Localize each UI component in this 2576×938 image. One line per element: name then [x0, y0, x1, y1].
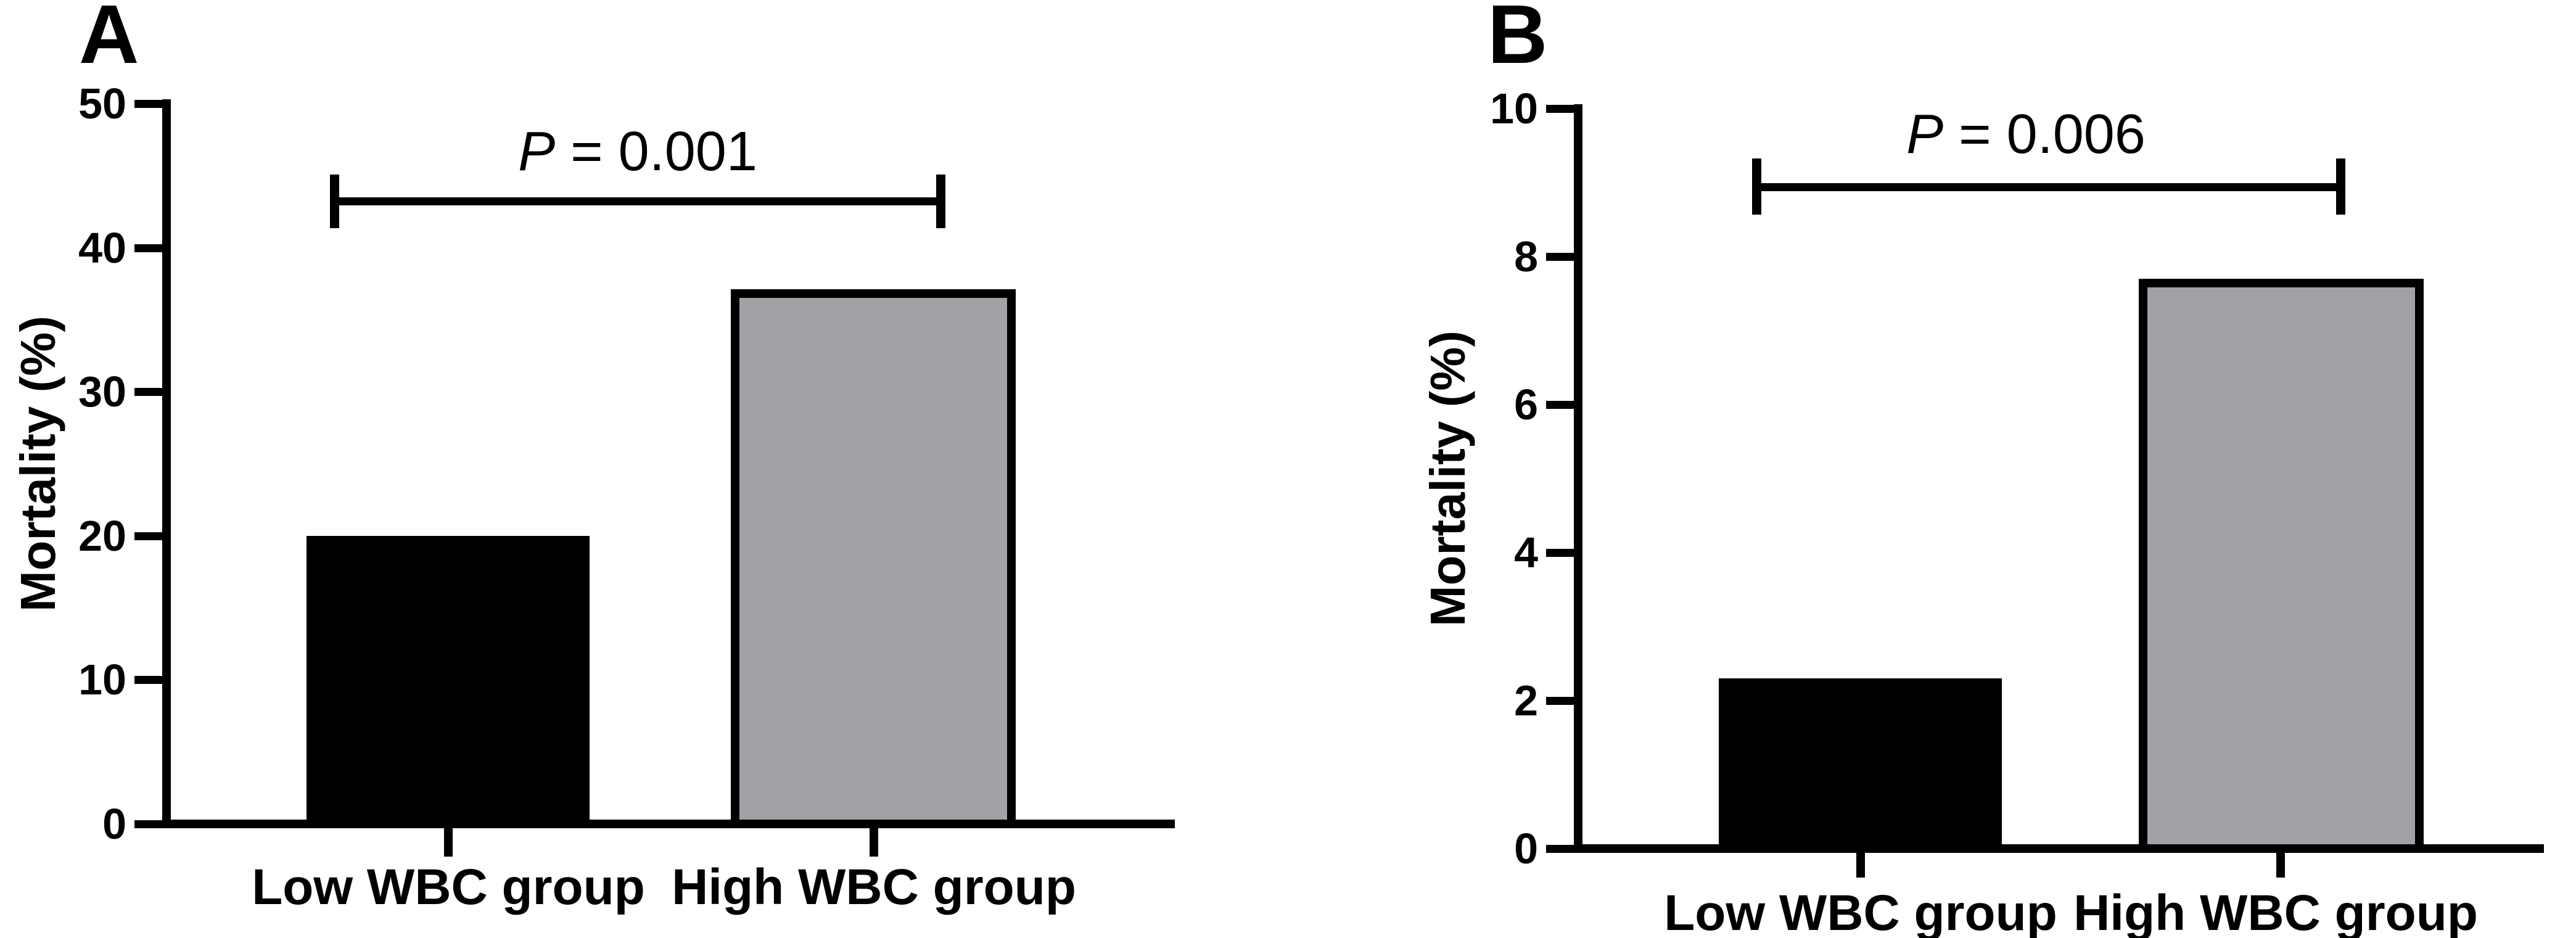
panel-a-category-label-high-wbc: High WBC group [672, 859, 1076, 915]
panel-a-y-tick-0 [134, 820, 162, 828]
panel-a-significance-bracket-line [330, 197, 945, 205]
panel-a-significance-bracket-left-cap [330, 175, 339, 228]
panel-a-x-tick-high-wbc [870, 828, 878, 857]
panel-b-significance-bracket-right-cap [2336, 158, 2345, 215]
panel-a-y-tick-label-10: 10 [78, 656, 126, 704]
panel-a-y-tick-label-0: 0 [102, 800, 126, 848]
panel-a-y-tick-30 [134, 388, 162, 397]
panel-a-p-value: P = 0.001 [329, 122, 946, 181]
panel-b-y-tick-4 [1546, 549, 1574, 557]
panel-b-y-tick-2 [1546, 697, 1574, 705]
panel-b-y-tick-0 [1546, 845, 1574, 853]
panel-a-x-tick-low-wbc [444, 828, 453, 857]
panel-b-y-tick-label-4: 4 [1514, 529, 1538, 577]
panel-b-y-tick-8 [1546, 253, 1574, 261]
panel-b-y-tick-6 [1546, 401, 1574, 409]
panel-b-bar-low-wbc-group [1719, 678, 2002, 853]
panel-b-x-tick-low-wbc [1856, 853, 1865, 878]
panel-a-y-tick-10 [134, 676, 162, 685]
panel-b-y-tick-label-10: 10 [1490, 84, 1538, 133]
panel-b-y-tick-label-2: 2 [1514, 677, 1538, 725]
panel-a-bar-high-wbc-group [731, 289, 1016, 828]
panel-a-p-value-text: = 0.001 [555, 121, 757, 183]
panel-b-category-label-low-wbc: Low WBC group [1664, 885, 2057, 938]
panel-b-y-axis-line [1574, 104, 1582, 853]
panel-a-y-axis-line [162, 99, 171, 828]
panel-a-significance-bracket-right-cap [936, 175, 945, 228]
panel-a-category-label-low-wbc: Low WBC group [252, 859, 645, 915]
panel-a-y-tick-label-30: 30 [78, 368, 126, 416]
panel-b-x-tick-high-wbc [2276, 853, 2285, 878]
panel-a-y-tick-label-20: 20 [78, 511, 126, 560]
panel-b-category-label-high-wbc: High WBC group [2073, 885, 2478, 938]
panel-b-y-tick-label-6: 6 [1514, 381, 1538, 429]
panel-a-y-tick-label-50: 50 [78, 80, 126, 128]
panel-a-bar-low-wbc-group [307, 535, 590, 828]
panel-b-bar-high-wbc-group [2139, 279, 2424, 853]
panel-b-y-axis-title: Mortality (%) [1420, 331, 1475, 627]
panel-a-letter: A [79, 0, 139, 81]
panel-a-y-tick-20 [134, 532, 162, 540]
panel-b-significance-bracket-line [1752, 183, 2345, 191]
panel-b-p-symbol: P [1906, 104, 1944, 165]
panel-a-p-symbol: P [518, 121, 556, 183]
panel-a-y-tick-label-40: 40 [78, 223, 126, 272]
panel-b-p-value: P = 0.006 [1718, 105, 2334, 164]
panel-a-y-tick-40 [134, 244, 162, 252]
panel-b-y-tick-label-8: 8 [1514, 232, 1538, 281]
panel-a-y-tick-50 [134, 100, 162, 108]
panel-b-y-tick-label-0: 0 [1514, 825, 1538, 873]
panel-b-p-value-text: = 0.006 [1943, 104, 2146, 165]
panel-b-y-tick-10 [1546, 105, 1574, 113]
panel-b-significance-bracket-left-cap [1752, 158, 1761, 215]
panel-b-letter: B [1488, 0, 1548, 81]
